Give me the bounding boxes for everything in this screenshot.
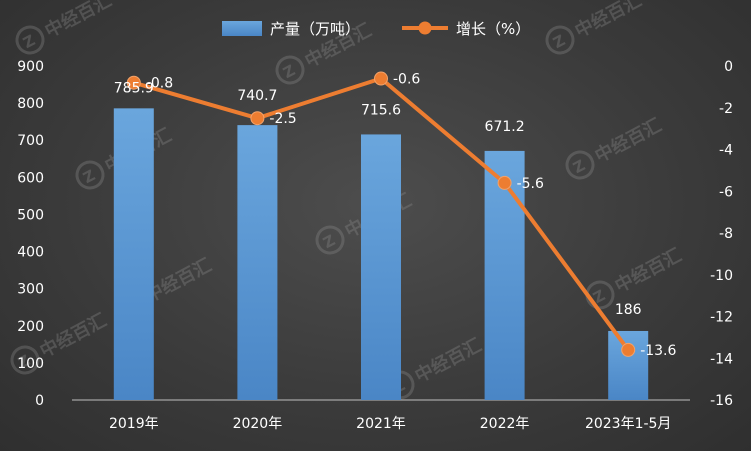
right-axis-tick-label: -12 bbox=[710, 310, 733, 326]
right-axis-tick-label: -4 bbox=[719, 143, 733, 159]
right-axis-tick-label: -14 bbox=[710, 351, 733, 367]
left-axis-tick-label: 500 bbox=[17, 207, 44, 223]
bar bbox=[484, 150, 525, 400]
left-axis-tick-label: 200 bbox=[17, 319, 44, 335]
left-axis-tick-label: 600 bbox=[17, 170, 44, 186]
x-axis-category-label: 2021年 bbox=[356, 416, 406, 432]
right-axis-tick-label: -16 bbox=[710, 393, 733, 409]
line-point bbox=[374, 71, 388, 86]
right-axis-tick-label: 0 bbox=[724, 59, 733, 75]
bar bbox=[361, 134, 401, 400]
right-axis-tick-label: -8 bbox=[719, 226, 733, 242]
bar-value-label: 186 bbox=[615, 302, 642, 318]
bar bbox=[237, 125, 278, 401]
data-label-layer: 785.9 740.7 715.6 671.2 186 -0.8 -2.5 -0.6 -5.6 -… bbox=[114, 72, 677, 359]
left-axis-tick-label: 0 bbox=[35, 393, 44, 409]
legend: 产量（万吨） 增长（%） bbox=[222, 20, 530, 38]
left-axis-tick-label: 700 bbox=[17, 133, 44, 149]
bar bbox=[113, 108, 154, 400]
bar-value-label: 740.7 bbox=[237, 88, 277, 104]
bar-value-label: 785.9 bbox=[114, 80, 154, 96]
right-axis-tick-label: -10 bbox=[710, 268, 733, 284]
bar-value-label: 671.2 bbox=[485, 119, 525, 135]
line-value-label: -13.6 bbox=[640, 343, 676, 359]
bar-value-label: 715.6 bbox=[361, 102, 401, 118]
line-value-label: -2.5 bbox=[269, 111, 296, 127]
line-point bbox=[126, 75, 141, 90]
bar bbox=[608, 330, 649, 400]
x-axis-category-label: 2020年 bbox=[233, 416, 283, 432]
axis-layer: 0 100 200 300 400 500 600 700 800 900 0 -2 -4 -6 -8 -10… bbox=[17, 59, 733, 432]
line-point bbox=[250, 111, 265, 126]
watermark-layer bbox=[5, 0, 688, 405]
left-axis-tick-label: 800 bbox=[17, 96, 44, 112]
legend-bar-label: 产量（万吨） bbox=[270, 20, 360, 38]
left-axis-tick-label: 300 bbox=[17, 282, 44, 298]
line-series bbox=[126, 71, 636, 357]
legend-line-marker bbox=[418, 21, 432, 35]
line-value-label: -5.6 bbox=[517, 176, 544, 192]
right-axis-tick-label: -6 bbox=[719, 184, 733, 200]
x-axis-category-label: 2023年1-5月 bbox=[585, 416, 672, 432]
x-axis-category-label: 2019年 bbox=[109, 416, 159, 432]
legend-line-label: 增长（%） bbox=[456, 20, 530, 38]
left-axis-tick-label: 400 bbox=[17, 245, 44, 261]
x-axis-category-label: 2022年 bbox=[480, 416, 530, 432]
line-value-label: -0.8 bbox=[146, 76, 173, 92]
left-axis-tick-label: 100 bbox=[17, 356, 44, 372]
right-axis-tick-label: -2 bbox=[719, 101, 733, 117]
line-value-label: -0.6 bbox=[393, 72, 420, 88]
line-point bbox=[621, 342, 636, 357]
left-axis-tick-label: 900 bbox=[17, 59, 44, 75]
line-point bbox=[497, 175, 512, 190]
bar-series bbox=[113, 108, 649, 401]
legend-bar-swatch bbox=[222, 21, 262, 36]
